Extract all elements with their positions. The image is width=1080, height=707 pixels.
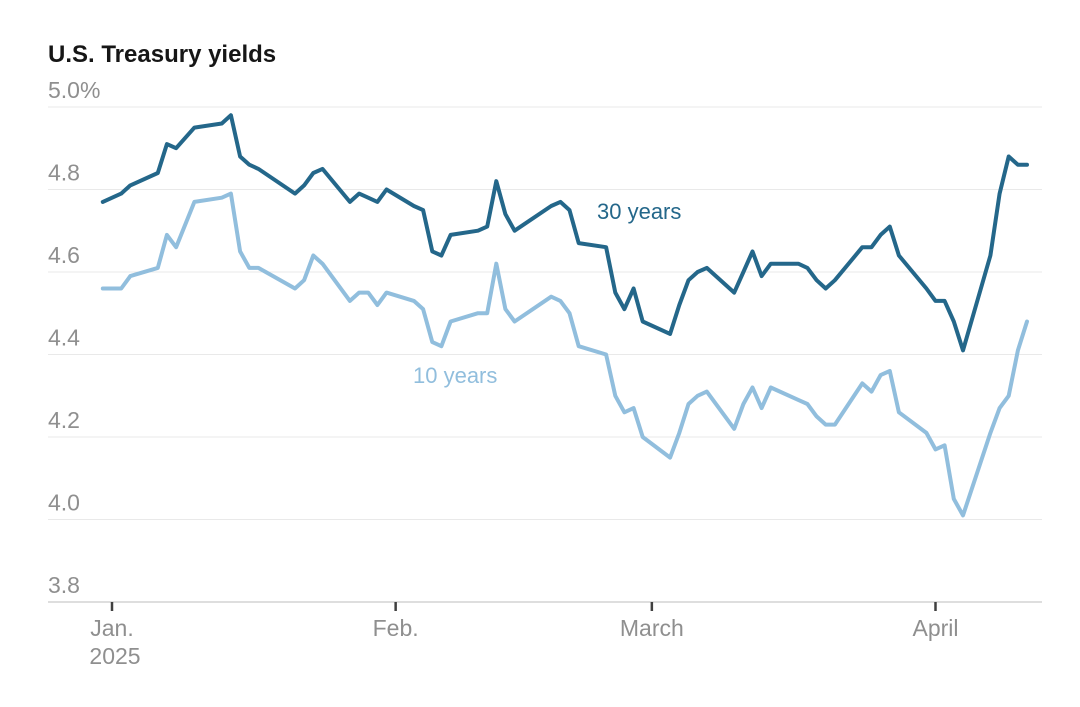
x-axis-label: April <box>912 615 958 641</box>
series-line-30-years <box>100 113 1029 353</box>
x-axis-label: Feb. <box>373 615 419 641</box>
series-line-10-years <box>100 191 1029 518</box>
y-axis-label: 4.6 <box>48 242 80 268</box>
y-axis-label: 4.8 <box>48 160 80 186</box>
y-axis-label: 4.4 <box>48 325 80 351</box>
x-axis-label: March <box>620 615 684 641</box>
series-label-10-years: 10 years <box>413 363 497 388</box>
y-axis-label: 3.8 <box>48 572 80 598</box>
x-axis-sublabel: 2025 <box>89 643 140 669</box>
chart-title: U.S. Treasury yields <box>48 41 277 68</box>
series-label-30-years: 30 years <box>597 199 681 224</box>
y-axis-label: 4.0 <box>48 490 80 516</box>
x-axis-label: Jan. <box>90 615 133 641</box>
y-axis-label: 5.0% <box>48 77 100 103</box>
y-axis-label: 4.2 <box>48 407 80 433</box>
